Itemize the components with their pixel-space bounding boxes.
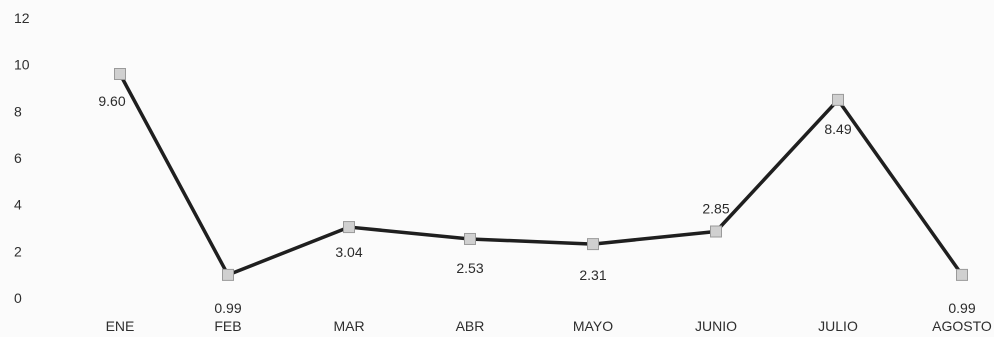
x-tick-label: FEB: [214, 318, 241, 334]
series-line-path: [118, 72, 964, 277]
x-tick-label: MAYO: [573, 318, 613, 334]
data-point-marker: [710, 225, 722, 238]
data-point-marker: [464, 232, 476, 245]
x-tick-label: JULIO: [818, 318, 858, 334]
x-tick-label: MAR: [333, 318, 364, 334]
data-point-marker: [222, 268, 234, 281]
x-axis: ENE FEB MAR ABR MAYO JUNIO JULIO AGOSTO: [106, 318, 992, 334]
data-point-marker: [114, 68, 126, 80]
data-point-marker: [956, 268, 968, 281]
y-tick-label: 0: [14, 290, 22, 306]
y-tick-label: 10: [14, 57, 30, 73]
y-tick-label: 2: [14, 243, 22, 259]
y-tick-label: 8: [14, 103, 22, 119]
data-label: 3.04: [335, 244, 362, 260]
data-label: 8.49: [824, 121, 851, 137]
x-tick-label: AGOSTO: [932, 318, 992, 334]
data-label: 0.99: [948, 300, 975, 316]
x-tick-label: ABR: [456, 318, 485, 334]
series-line: [118, 72, 964, 277]
data-point-marker: [832, 93, 844, 106]
data-label: 9.60: [98, 93, 125, 109]
data-point-marker: [587, 238, 599, 251]
y-tick-label: 4: [14, 197, 22, 213]
data-label: 2.31: [579, 267, 606, 283]
data-label: 2.53: [456, 260, 483, 276]
y-tick-label: 12: [14, 10, 30, 26]
y-tick-label: 6: [14, 150, 22, 166]
data-labels: 9.60 0.99 3.04 2.53 2.31 2.85 8.49 0.99: [98, 93, 975, 316]
y-axis: 0 2 4 6 8 10 12: [14, 10, 30, 306]
x-tick-label: ENE: [106, 318, 135, 334]
data-point-marker: [343, 221, 355, 234]
data-label: 2.85: [702, 201, 729, 217]
x-tick-label: JUNIO: [695, 318, 737, 334]
series-markers: [114, 68, 968, 281]
data-label: 0.99: [214, 300, 241, 316]
